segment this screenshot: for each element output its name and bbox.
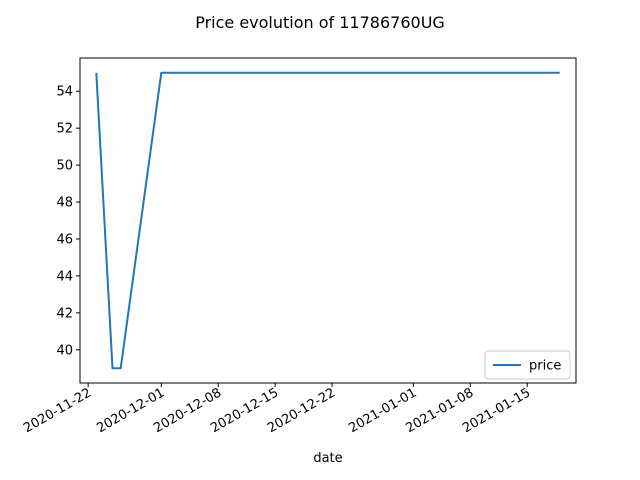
y-tick-label: 50 <box>56 159 73 174</box>
plot-area <box>79 57 577 384</box>
x-axis: 2020-11-22 2020-12-012020-12-082020-12-15… <box>21 383 533 436</box>
axes-frame <box>79 57 577 384</box>
x-tick-label: 2020-11-22 <box>21 385 94 436</box>
y-tick-label: 54 <box>56 85 73 100</box>
legend-box <box>484 350 571 380</box>
x-axis-label: date <box>313 451 342 466</box>
legend-label-price: price <box>529 359 561 374</box>
series-line-price <box>95 71 560 370</box>
y-tick-label: 48 <box>56 196 73 211</box>
y-tick-label: 44 <box>56 269 73 284</box>
legend: price <box>484 350 571 380</box>
chart-title: Price evolution of 11786760UG <box>195 13 445 32</box>
y-tick-label: 40 <box>56 343 73 358</box>
y-tick-label: 46 <box>56 232 73 247</box>
y-tick-label: 52 <box>56 122 73 137</box>
y-tick-label: 42 <box>56 306 73 321</box>
y-axis: 40 42 44 46 48 50 52 54 <box>56 85 80 358</box>
series-layer <box>95 71 560 370</box>
